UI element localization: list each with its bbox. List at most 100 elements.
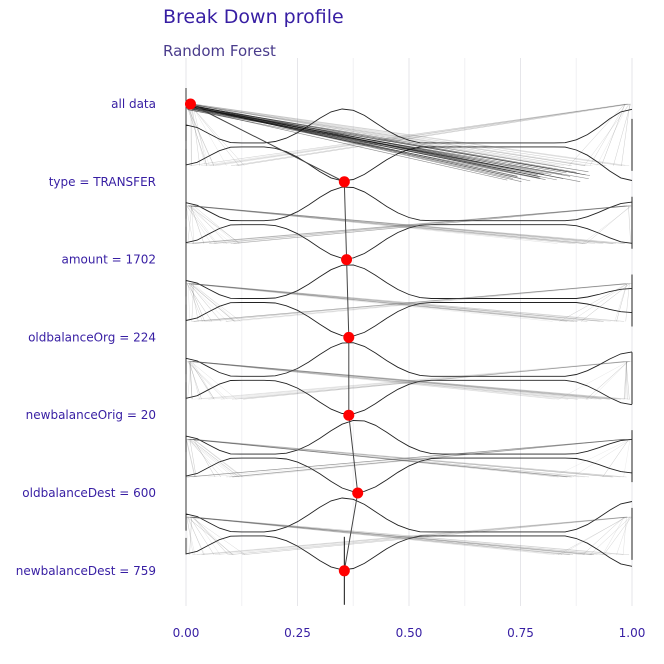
trajectory-line	[560, 516, 626, 555]
trajectory-line	[233, 205, 627, 244]
trajectory-line	[191, 103, 227, 166]
trajectory-line	[625, 283, 630, 322]
trajectory-line	[192, 516, 233, 555]
trajectory-line	[189, 103, 210, 166]
trajectory-line	[236, 103, 631, 166]
trajectory-line	[188, 283, 588, 322]
trajectory-line	[192, 205, 587, 244]
trajectory-line	[192, 439, 559, 478]
trajectory-line	[188, 439, 573, 478]
trajectory-line	[192, 439, 625, 478]
trajectory-line	[206, 103, 628, 166]
density-outline	[185, 535, 633, 571]
y-category-label: newbalanceDest = 759	[16, 564, 156, 578]
density-outline	[185, 302, 633, 337]
trajectory-line	[190, 516, 574, 555]
trajectory-line	[189, 361, 613, 400]
trajectory-line	[568, 103, 625, 166]
trajectory-line	[189, 439, 239, 478]
trajectory-line	[189, 439, 580, 478]
trajectory-line	[189, 283, 578, 322]
trajectory-line	[188, 103, 206, 166]
trajectory-line	[192, 283, 600, 322]
trajectory-line	[186, 439, 234, 478]
trajectory-line	[187, 205, 613, 244]
trajectory-line	[193, 283, 630, 322]
trajectory-line	[570, 283, 628, 322]
trajectory-line	[186, 205, 232, 244]
trajectory-line	[190, 103, 623, 166]
trajectory-line	[190, 205, 205, 244]
trajectory-line	[187, 516, 585, 555]
trajectory-line	[190, 205, 586, 244]
trajectory-line	[582, 516, 625, 555]
trajectory-line	[186, 439, 630, 478]
y-category-label: oldbalanceOrg = 224	[28, 330, 156, 344]
trajectory-line	[192, 361, 569, 400]
trajectory-line	[192, 516, 593, 555]
trajectory-line	[186, 516, 608, 555]
trajectory-line	[616, 283, 628, 322]
trajectory-line	[192, 283, 578, 322]
trajectory-line	[194, 205, 632, 244]
trajectory-line	[189, 361, 193, 400]
profile-point	[338, 176, 350, 188]
trajectory-line	[193, 103, 626, 166]
trajectory-line	[233, 283, 632, 322]
trajectory-line	[191, 516, 555, 555]
trajectory-line	[188, 106, 557, 181]
trajectory-line	[192, 103, 207, 166]
trajectory-line	[596, 103, 629, 166]
trajectory-line	[185, 103, 214, 166]
trajectory-line	[191, 283, 632, 322]
trajectory-line	[189, 103, 556, 166]
trajectory-line	[192, 361, 630, 400]
trajectory-line	[187, 283, 191, 322]
trajectory-line	[191, 283, 199, 322]
trajectory-line	[191, 283, 604, 322]
trajectory-line	[190, 103, 193, 166]
trajectory-line	[622, 516, 627, 555]
trajectory-line	[186, 283, 212, 322]
trajectory-line	[613, 103, 631, 166]
trajectory-line	[185, 205, 629, 244]
trajectory-line	[207, 439, 625, 478]
trajectory-line	[191, 205, 630, 244]
trajectory-line	[191, 516, 230, 555]
trajectory-line	[191, 108, 516, 173]
trajectory-line	[193, 205, 240, 244]
trajectory-line	[204, 283, 625, 322]
trajectory-line	[193, 103, 630, 166]
trajectory-line	[187, 205, 627, 244]
trajectory-line	[189, 103, 240, 166]
chart-subtitle: Random Forest	[163, 42, 276, 60]
trajectory-line	[187, 439, 624, 478]
trajectory-line	[191, 103, 200, 166]
trajectory-line	[580, 283, 630, 322]
trajectory-line	[193, 516, 594, 555]
trajectory-line	[192, 361, 577, 400]
density-outline	[185, 108, 633, 144]
trajectory-line	[235, 361, 625, 400]
trajectory-line	[190, 283, 235, 322]
trajectory-line	[185, 439, 195, 478]
trajectory-line	[193, 439, 244, 478]
trajectory-line	[190, 103, 593, 166]
trajectory-line	[208, 283, 629, 322]
trajectory-line	[557, 516, 627, 555]
trajectory-line	[189, 103, 630, 166]
trajectory-line	[192, 361, 609, 400]
trajectory-line	[188, 205, 218, 244]
trajectory-line	[616, 516, 630, 555]
trajectory-line	[187, 205, 584, 244]
y-category-label: newbalanceOrig = 20	[26, 408, 156, 422]
x-tick-label: 0.00	[173, 626, 200, 640]
x-tick-label: 0.50	[396, 626, 423, 640]
trajectory-line	[193, 205, 558, 244]
trajectory-line	[192, 361, 215, 400]
trajectory-line	[186, 516, 563, 555]
trajectory-line	[193, 439, 627, 478]
y-category-label: amount = 1702	[61, 253, 156, 267]
trajectory-line	[193, 516, 221, 555]
trajectory-line	[189, 516, 192, 555]
